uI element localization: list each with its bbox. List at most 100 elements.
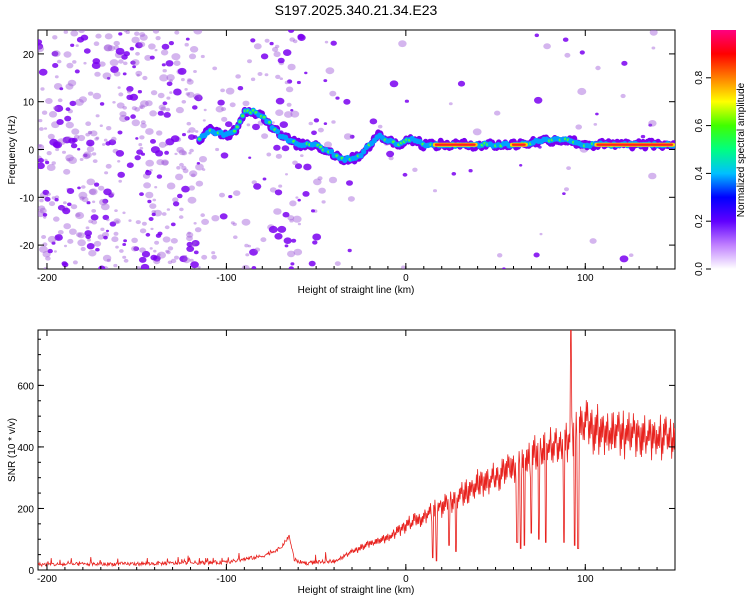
spectrogram-noise-blob bbox=[177, 193, 183, 199]
spectrogram-noise-blob bbox=[497, 253, 503, 258]
colorbar-ticks: 0.0 0.2 0.4 0.6 0.8 bbox=[694, 70, 711, 276]
spectrogram-noise-blob bbox=[268, 225, 278, 234]
y-tick-label: 0 bbox=[28, 146, 34, 157]
spectrogram-noise-blob bbox=[135, 42, 143, 49]
spectrogram-noise-blob bbox=[92, 58, 101, 65]
spectrogram-noise-blob bbox=[343, 98, 351, 105]
spectrogram-noise-blob bbox=[151, 212, 156, 217]
spectrogram-noise-blob bbox=[108, 139, 117, 146]
spectrogram-noise-blob bbox=[102, 198, 109, 204]
spectrogram-noise-blob bbox=[170, 238, 178, 244]
spectrogram-noise-blob bbox=[79, 158, 84, 161]
spectrogram-noise-blob bbox=[176, 166, 181, 170]
spectrogram-noise-blob bbox=[166, 250, 171, 255]
spectrogram-noise-blob bbox=[110, 66, 119, 73]
spectrogram-noise-blob bbox=[325, 67, 335, 75]
spectrogram-noise-blob bbox=[579, 50, 585, 55]
spectrogram-noise-blob bbox=[173, 60, 181, 66]
y-tick-label: 20 bbox=[23, 50, 35, 61]
spectrogram-noise-blob bbox=[241, 264, 250, 269]
snr-frame bbox=[37, 329, 676, 571]
spectrogram-noise-blob bbox=[106, 76, 111, 80]
spectrogram-noise-blob bbox=[202, 119, 206, 122]
spectrogram-noise-blob bbox=[97, 234, 105, 240]
spectrogram-noise-blob bbox=[402, 172, 408, 177]
spectrogram-noise-blob bbox=[88, 249, 97, 257]
spectrogram-noise-blob bbox=[131, 106, 137, 111]
spectrogram-noise-blob bbox=[187, 78, 192, 82]
spectrogram-noise-blob bbox=[89, 188, 98, 196]
colorbar-tick-label: 0.0 bbox=[694, 262, 705, 276]
colorbar-label: Normalized spectral amplitude bbox=[736, 82, 747, 217]
spectrogram-noise-blob bbox=[277, 57, 285, 64]
spectrogram-noise-blob bbox=[539, 232, 543, 236]
snr-panel: -200 -100 0 100 0 200 400 600 Height of straigh… bbox=[7, 329, 676, 596]
spectrogram-noise-blob bbox=[66, 188, 75, 194]
spectrogram-noise-blob bbox=[281, 145, 290, 152]
spectrogram-noise-blob bbox=[303, 163, 312, 171]
spectrogram-noise-blob bbox=[119, 111, 127, 117]
spectrogram-noise-blob bbox=[648, 172, 657, 180]
spectrogram-noise-blob bbox=[264, 38, 270, 43]
spectrogram-noise-blob bbox=[292, 160, 298, 166]
spectrogram-noise-blob bbox=[377, 124, 383, 129]
spectrogram-noise-blob bbox=[81, 185, 86, 189]
spectrogram-noise-blob bbox=[47, 248, 53, 254]
spectrogram-noise-blob bbox=[102, 72, 112, 80]
spectrogram-noise-blob bbox=[54, 234, 63, 241]
spectrogram-noise-blob bbox=[47, 235, 57, 243]
spectrogram-noise-blob bbox=[105, 163, 112, 169]
spectrogram-noise-blob bbox=[193, 70, 197, 73]
spectrogram-noise-blob bbox=[41, 110, 48, 115]
spectrogram-noise-blob bbox=[186, 235, 193, 242]
spectrogram-noise-blob bbox=[139, 192, 144, 197]
spectrogram-noise-blob bbox=[273, 51, 281, 58]
spectrogram-noise-blob bbox=[65, 154, 74, 162]
spectrogram-noise-blob bbox=[65, 83, 74, 90]
spectrogram-noise-blob bbox=[118, 59, 124, 64]
spectrogram-noise-blob bbox=[81, 196, 89, 203]
spectrogram-noise-blob bbox=[150, 139, 156, 144]
spectrogram-noise-blob bbox=[150, 146, 160, 154]
spectrogram-noise-blob bbox=[166, 96, 171, 100]
spectrogram-noise-blob bbox=[131, 119, 140, 127]
spectrogram-noise-blob bbox=[162, 101, 168, 106]
spectrogram-noise-blob bbox=[117, 160, 121, 163]
spectrogram-noise-blob bbox=[135, 51, 140, 56]
x-tick-label: 100 bbox=[577, 273, 594, 284]
spectrogram-noise-blob bbox=[168, 41, 174, 46]
spectrogram-noise-blob bbox=[179, 162, 184, 167]
spectrogram-noise-blob bbox=[160, 106, 167, 112]
spectrogram-noise-blob bbox=[56, 59, 62, 64]
spectrogram-noise-blob bbox=[241, 218, 251, 226]
spectrogram-noise-blob bbox=[86, 243, 95, 250]
spectrogram-noise-blob bbox=[312, 233, 322, 241]
spectrogram-noise-blob bbox=[257, 72, 263, 76]
spectrogram-noise-blob bbox=[311, 209, 315, 213]
spectrogram-noise-blob bbox=[297, 198, 301, 202]
spectrogram-noise-blob bbox=[65, 107, 71, 112]
spectrogram-noise-blob bbox=[195, 130, 199, 133]
spectrogram-noise-blob bbox=[65, 121, 74, 129]
spectrogram-noise-blob bbox=[139, 146, 144, 150]
spectrogram-noise-blob bbox=[290, 262, 295, 266]
spectrogram-noise-blob bbox=[100, 227, 105, 231]
spectrogram-noise-blob bbox=[250, 38, 256, 43]
spectrogram-noise-blob bbox=[185, 37, 190, 41]
spectrogram-noise-blob bbox=[649, 30, 658, 36]
spectrogram-noise-blob bbox=[75, 211, 85, 220]
spectrogram-noise-blob bbox=[46, 164, 56, 171]
spectrogram-noise-blob bbox=[166, 182, 176, 190]
spectrogram-noise-blob bbox=[225, 87, 235, 95]
spectrogram-noise-blob bbox=[328, 176, 338, 184]
spectrogram-noise-blob bbox=[69, 100, 77, 107]
spectrogram-noise-blob bbox=[102, 254, 112, 262]
spectrogram-noise-blob bbox=[103, 44, 113, 52]
spectrogram-noise-blob bbox=[103, 138, 108, 142]
spectrogram-noise-blob bbox=[95, 247, 100, 252]
spectrogram-noise-blob bbox=[109, 59, 119, 67]
spectrogram-noise-blob bbox=[187, 231, 191, 235]
spectrogram-noise-blob bbox=[91, 219, 98, 225]
spectrogram-noise-blob bbox=[149, 203, 157, 209]
spectrogram-noise-blob bbox=[156, 159, 165, 166]
